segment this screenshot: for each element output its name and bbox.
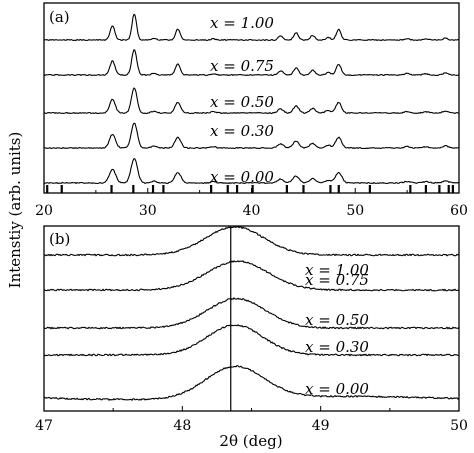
panel-a-traces (43, 13, 460, 185)
xrd-pattern-series (43, 13, 460, 42)
series-label: x = 0.50 (210, 93, 274, 111)
peak-profile-series (43, 297, 460, 330)
panel-b: x = 1.00x = 0.75 x = 0.50 x = 0.30 x = 0.00… (35, 225, 468, 450)
panel-a-x-ticks: 20 30 40 50 60 (35, 188, 468, 219)
x-tick-label: 48 (173, 418, 191, 434)
reference-bar (210, 185, 213, 193)
series-label: x = 0.50 (305, 311, 369, 329)
reference-bar (409, 185, 412, 193)
panel-a-frame (43, 2, 460, 194)
reference-bar (329, 185, 332, 193)
panel-b-label: (b) (49, 230, 70, 248)
series-label: x = 0.00 (210, 168, 274, 186)
panel-b-series-labels: x = 1.00x = 0.75 x = 0.50 x = 0.30 x = 0.00 (305, 261, 369, 398)
x-tick-label: 50 (346, 203, 364, 219)
x-tick-label: 50 (450, 418, 468, 434)
series-label: x = 0.75 (210, 57, 274, 75)
x-tick-label: 20 (35, 203, 53, 219)
x-tick-label: 60 (450, 203, 468, 219)
reference-bar (132, 185, 135, 193)
x-axis-title: 2θ (deg) (219, 432, 282, 450)
reference-bar (46, 185, 49, 193)
reference-bar (424, 185, 427, 193)
reference-bar (368, 185, 371, 193)
reference-bar (235, 185, 239, 193)
x-tick-label: 30 (139, 203, 157, 219)
panel-b-x-ticks: 47 48 49 50 (35, 406, 468, 434)
reference-bar (438, 185, 441, 193)
series-label: x = 0.00 (305, 380, 369, 398)
x-tick-label: 47 (35, 418, 53, 434)
x-tick-label: 49 (312, 418, 330, 434)
y-axis-title: Intenstiy (arb. units) (6, 132, 24, 289)
reference-bar (451, 185, 454, 193)
reference-bar (162, 185, 165, 193)
peak-profile-series (43, 225, 460, 257)
reference-bar (251, 185, 254, 193)
xrd-pattern-series (43, 49, 460, 77)
reference-bar (110, 185, 113, 193)
reference-bar (337, 185, 340, 193)
xrd-pattern-series (43, 158, 460, 185)
panel-b-frame (43, 225, 460, 412)
reference-bar (285, 185, 288, 193)
reference-bar (151, 185, 155, 193)
panel-a-series-labels: x = 1.00 x = 0.75 x = 0.50 x = 0.30 x = 0.00 (210, 14, 274, 186)
xrd-pattern-series (43, 122, 460, 150)
panel-b-traces (43, 225, 460, 401)
reference-bar (447, 185, 450, 193)
reference-bar (226, 185, 229, 193)
peak-profile-series (43, 324, 460, 357)
series-label: x = 1.00 (305, 261, 369, 279)
reference-bar (60, 185, 63, 193)
panel-a: x = 1.00 x = 0.75 x = 0.50 x = 0.30 x = 0.00… (35, 2, 468, 219)
series-label: x = 0.75 (305, 271, 369, 289)
peak-profile-series (43, 364, 460, 401)
peak-profile-series (43, 260, 460, 292)
series-label: x = 0.30 (210, 122, 274, 140)
xrd-pattern-series (43, 87, 460, 115)
panel-a-label: (a) (49, 8, 70, 26)
x-tick-label: 40 (243, 203, 261, 219)
series-label: x = 0.30 (305, 338, 369, 356)
reference-bar (302, 185, 305, 193)
panel-a-reference-bars (46, 185, 454, 193)
series-label: x = 1.00 (210, 14, 274, 32)
